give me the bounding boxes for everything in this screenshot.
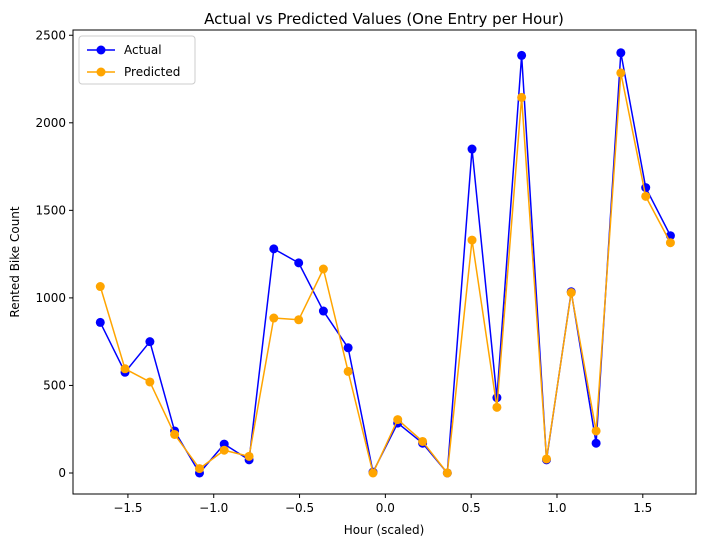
data-point-predicted [120, 364, 130, 374]
data-point-actual [318, 306, 328, 316]
data-point-predicted [566, 288, 576, 298]
legend-label-predicted: Predicted [124, 65, 180, 79]
axes-frame [72, 29, 697, 495]
data-point-predicted [269, 313, 279, 323]
data-point-predicted [219, 445, 229, 455]
x-axis-label: Hour (scaled) [344, 523, 425, 537]
y-axis-label: Rented Bike Count [8, 206, 22, 318]
data-point-actual [591, 438, 601, 448]
y-tick-label: 0 [58, 466, 66, 480]
data-point-predicted [517, 92, 527, 102]
data-point-predicted [616, 68, 626, 78]
series-actual [95, 48, 675, 478]
data-point-predicted [542, 454, 552, 464]
legend: Actual Predicted [78, 35, 196, 85]
data-point-predicted [467, 235, 477, 245]
x-tick-label: 1.0 [547, 501, 566, 515]
data-point-actual [95, 317, 105, 327]
legend-label-actual: Actual [124, 43, 162, 57]
data-point-predicted [368, 468, 378, 478]
data-point-predicted [145, 377, 155, 387]
data-point-actual [517, 50, 527, 60]
x-tick-label: 0.5 [462, 501, 481, 515]
data-point-predicted [492, 402, 502, 412]
x-tick-label: 0.0 [376, 501, 395, 515]
data-point-actual [294, 258, 304, 268]
data-point-actual [467, 144, 477, 154]
data-point-predicted [95, 282, 105, 292]
data-point-predicted [343, 366, 353, 376]
y-tick-label: 1500 [35, 203, 66, 217]
chart-title: Actual vs Predicted Values (One Entry pe… [204, 10, 564, 28]
x-tick-label: −1.5 [113, 501, 142, 515]
series-line-predicted [99, 72, 672, 474]
data-point-predicted [194, 464, 204, 474]
data-point-actual [145, 337, 155, 347]
series-line-actual [99, 52, 672, 474]
y-tick-label: 500 [43, 378, 66, 392]
axes: −1.5 −1.0 −0.5 0.0 0.5 1.0 1.5 0 500 1000 1500 2000… [35, 28, 697, 515]
data-point-actual [343, 343, 353, 353]
data-point-predicted [418, 436, 428, 446]
data-point-predicted [442, 468, 452, 478]
x-tick-label: −1.0 [199, 501, 228, 515]
data-point-predicted [641, 191, 651, 201]
data-point-actual [616, 48, 626, 58]
series-predicted [95, 68, 675, 478]
y-tick-label: 2000 [35, 116, 66, 130]
data-point-predicted [393, 415, 403, 425]
y-tick-label: 1000 [35, 291, 66, 305]
legend-marker-actual [96, 45, 106, 55]
x-tick-label: 1.5 [633, 501, 652, 515]
data-point-predicted [665, 238, 675, 248]
y-tick-label: 2500 [35, 28, 66, 42]
data-point-predicted [294, 315, 304, 325]
data-point-actual [269, 244, 279, 254]
data-point-predicted [591, 426, 601, 436]
plot-area [95, 48, 675, 478]
legend-marker-predicted [96, 67, 106, 77]
data-point-predicted [244, 451, 254, 461]
data-point-predicted [170, 429, 180, 439]
x-tick-label: −0.5 [285, 501, 314, 515]
data-point-predicted [318, 264, 328, 274]
